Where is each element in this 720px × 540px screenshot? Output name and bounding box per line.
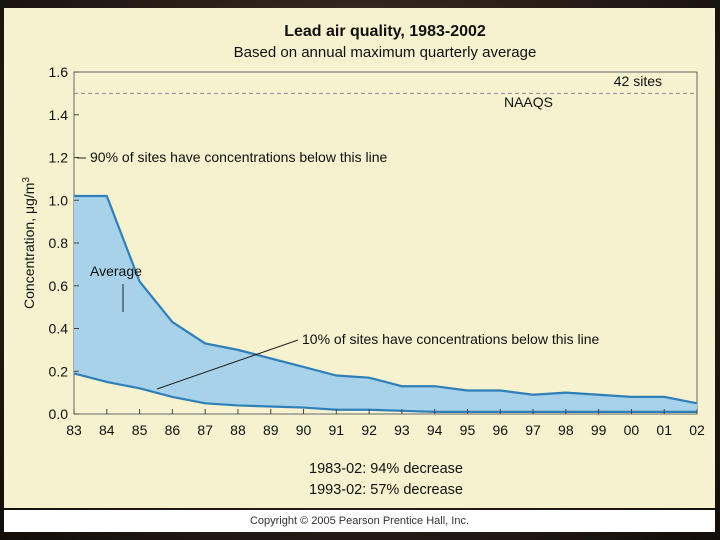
x-tick-label: 99 — [591, 422, 607, 438]
x-tick-label: 90 — [296, 422, 312, 438]
series-line-90-percent — [74, 194, 698, 405]
y-axis-label-sup: 3 — [21, 177, 32, 183]
x-tick-label: 94 — [427, 422, 443, 438]
y-tick-label: 0.8 — [49, 235, 69, 251]
copyright-notice: Copyright © 2005 Pearson Prentice Hall, … — [4, 510, 715, 532]
sites-annotation: 42 sites — [614, 73, 662, 89]
x-tick-label: 02 — [689, 422, 705, 438]
y-tick-label: 0.6 — [49, 278, 69, 294]
x-tick-label: 97 — [525, 422, 541, 438]
lower-annotation: 10% of sites have concentrations below t… — [302, 331, 599, 347]
y-tick-label: 1.4 — [49, 107, 69, 123]
y-axis-label-mu: μ — [21, 206, 37, 214]
y-axis-label: Concentration, μg/m3 — [21, 177, 37, 309]
upper-annotation: 90% of sites have concentrations below t… — [90, 149, 387, 165]
x-tick-label: 89 — [263, 422, 279, 438]
decrease-1983-02: 1983-02: 94% decrease — [309, 461, 463, 477]
decrease-1993-02: 1993-02: 57% decrease — [309, 482, 463, 498]
x-axis-ticks: 83 84 85 86 87 88 89 90 91 92 93 94 95 96 97 98 99 00 01 02 — [66, 409, 705, 438]
x-tick-label: 83 — [66, 422, 82, 438]
x-tick-label: 93 — [394, 422, 410, 438]
series-line-10-percent — [73, 372, 697, 413]
x-tick-label: 96 — [492, 422, 508, 438]
x-tick-label: 00 — [624, 422, 640, 438]
x-tick-label: 86 — [165, 422, 181, 438]
y-tick-label: 0.2 — [49, 363, 69, 379]
y-axis-label-prefix: Concentration, — [21, 214, 37, 309]
y-tick-label: 0.4 — [49, 321, 69, 337]
x-tick-label: 85 — [132, 422, 148, 438]
y-tick-label: 1.0 — [49, 192, 69, 208]
x-tick-label: 91 — [329, 422, 345, 438]
x-tick-label: 88 — [230, 422, 246, 438]
x-tick-label: 95 — [460, 422, 476, 438]
x-tick-label: 01 — [656, 422, 672, 438]
chart-title: Lead air quality, 1983-2002 — [284, 23, 486, 40]
x-tick-label: 98 — [558, 422, 574, 438]
x-tick-label: 92 — [361, 422, 377, 438]
lower-annotation-leader — [156, 339, 299, 390]
x-tick-label: 84 — [99, 422, 115, 438]
y-tick-label: 0.0 — [49, 406, 69, 422]
y-tick-label: 1.2 — [49, 150, 69, 166]
naaqs-label: NAAQS — [504, 94, 553, 110]
x-tick-label: 87 — [197, 422, 213, 438]
y-axis-ticks: 0.0 0.2 0.4 0.6 0.8 1.0 1.2 1.4 1.6 — [49, 64, 79, 422]
average-annotation: Average — [90, 263, 142, 279]
y-axis-label-unit: g/m — [21, 183, 37, 206]
y-tick-label: 1.6 — [49, 64, 69, 80]
concentration-band-area — [74, 195, 697, 412]
chart-subtitle: Based on annual maximum quarterly averag… — [234, 44, 537, 61]
